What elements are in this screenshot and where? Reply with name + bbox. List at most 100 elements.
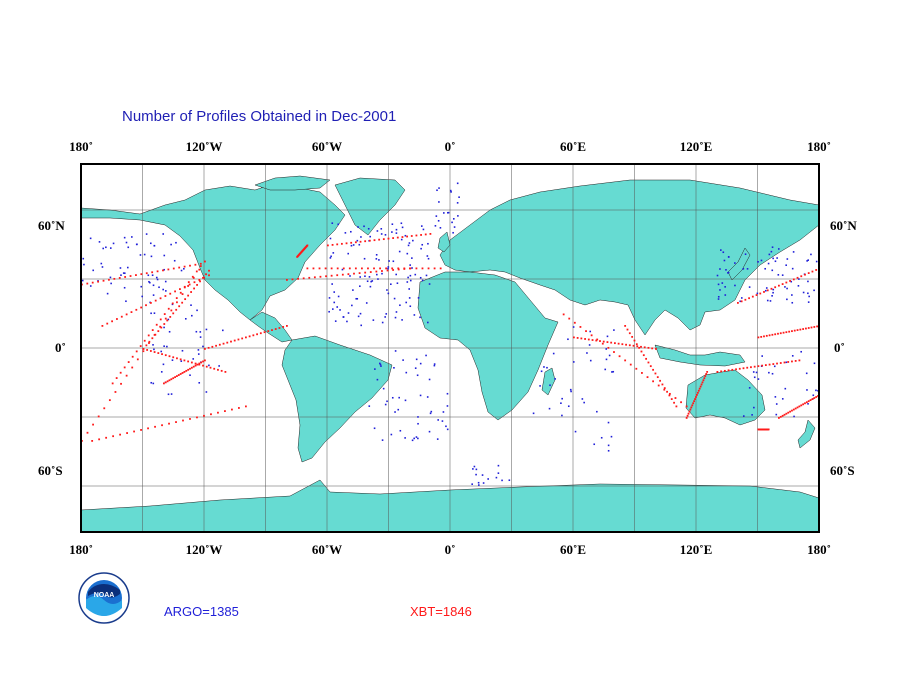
argo-point [384, 316, 386, 318]
lon-tick-bottom-180w: 180˚ [69, 542, 93, 557]
argo-point [397, 408, 400, 411]
xbt-point [420, 234, 422, 236]
xbt-point [108, 278, 110, 281]
argo-point [145, 233, 148, 235]
argo-point [438, 201, 440, 203]
argo-point [173, 259, 176, 262]
xbt-point [183, 265, 186, 268]
argo-point [770, 250, 773, 253]
xbt-point [576, 337, 579, 339]
xbt-point [198, 268, 201, 271]
argo-point [152, 294, 155, 296]
xbt-point [807, 327, 810, 329]
argo-point [89, 237, 92, 240]
argo-point [189, 374, 191, 377]
argo-point [764, 289, 767, 292]
xbt-point [350, 241, 353, 244]
xbt-point [185, 369, 188, 372]
lon-tick-bottom-60w: 60˚W [311, 542, 343, 557]
argo-point [791, 301, 794, 304]
xbt-point [429, 233, 432, 235]
argo-point [752, 371, 755, 373]
xbt-point [427, 267, 430, 270]
argo-point [162, 233, 165, 235]
xbt-point [585, 330, 587, 333]
xbt-point [647, 361, 650, 364]
xbt-point [145, 272, 148, 275]
xbt-point [199, 280, 201, 283]
argo-point [390, 283, 392, 286]
argo-point [443, 212, 445, 214]
xbt-point [625, 343, 627, 346]
argo-point [607, 421, 610, 424]
xbt-point [690, 406, 693, 409]
xbt-point [336, 267, 339, 270]
xbt-point [421, 267, 424, 270]
argo-point [122, 272, 125, 274]
argo-point [342, 316, 345, 318]
xbt-point [263, 331, 266, 334]
xbt-point [157, 330, 160, 333]
argo-point [195, 330, 198, 333]
argo-point [437, 419, 439, 421]
argo-point [572, 361, 575, 363]
xbt-point [740, 300, 743, 303]
xbt-point [785, 331, 788, 334]
xbt-point [327, 244, 329, 247]
xbt-point [231, 408, 233, 411]
argo-point [452, 218, 455, 220]
xbt-point [97, 280, 100, 283]
xbt-point [176, 375, 178, 377]
argo-point [724, 286, 726, 288]
argo-point [540, 370, 543, 373]
xbt-point [306, 244, 309, 247]
argo-point [772, 291, 774, 294]
argo-point [588, 344, 591, 346]
xbt-point [602, 340, 605, 343]
argo-point [608, 354, 611, 357]
xbt-point [118, 277, 121, 279]
argo-point [724, 294, 727, 296]
xbt-point [161, 353, 163, 356]
argo-point [406, 252, 409, 255]
xbt-point [120, 382, 122, 385]
xbt-point [168, 379, 171, 382]
argo-point [331, 283, 333, 285]
argo-point [148, 280, 150, 283]
xbt-point [183, 371, 186, 373]
xbt-point [106, 322, 109, 325]
xbt-point [796, 406, 799, 409]
xbt-point [369, 271, 372, 273]
xbt-point [175, 421, 177, 423]
argo-point [372, 319, 375, 321]
xbt-point [642, 354, 645, 357]
xbt-point [203, 414, 205, 417]
xbt-point [145, 304, 147, 307]
xbt-point [140, 429, 142, 431]
xbt-point [764, 364, 767, 367]
xbt-point [799, 328, 802, 331]
argo-point [365, 302, 368, 304]
xbt-point [190, 291, 193, 293]
argo-point [561, 414, 563, 417]
xbt-point [813, 326, 816, 328]
argo-point [158, 286, 160, 289]
xbt-point [345, 242, 348, 245]
argo-point [337, 223, 340, 226]
argo-point [401, 319, 403, 321]
xbt-point [635, 343, 638, 346]
lat-tick-left-0: 0˚ [55, 340, 66, 355]
xbt-point [98, 438, 101, 441]
xbt-point [199, 262, 202, 265]
argo-point [807, 301, 810, 303]
argo-point [769, 300, 772, 302]
argo-point [162, 288, 164, 291]
xbt-point [178, 305, 181, 308]
argo-point [358, 243, 361, 246]
argo-point [329, 237, 332, 240]
argo-point [453, 226, 456, 228]
argo-point [589, 359, 592, 362]
argo-point [156, 278, 159, 281]
argo-point [722, 251, 725, 254]
argo-point [740, 297, 743, 299]
